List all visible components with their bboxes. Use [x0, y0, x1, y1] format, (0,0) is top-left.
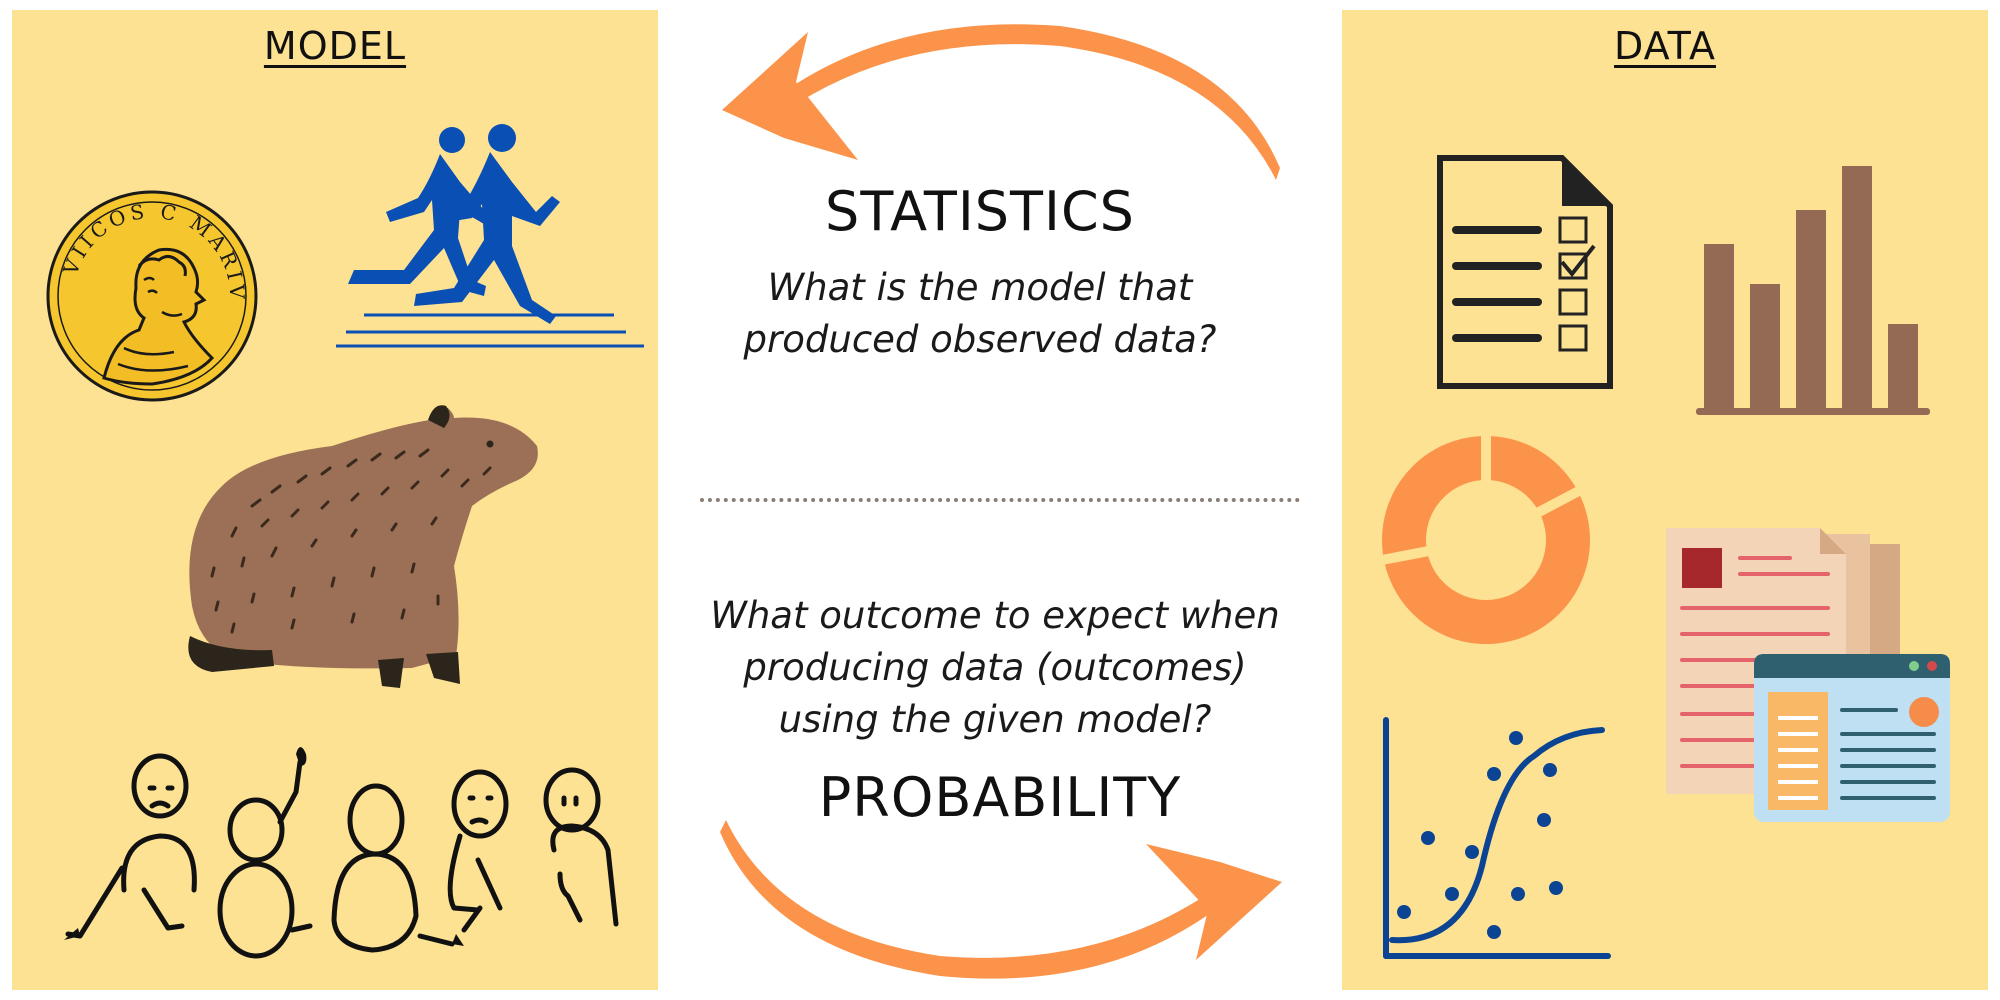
model-title: MODEL [263, 24, 407, 68]
people-group-icon [64, 747, 619, 959]
capybara-icon [188, 405, 538, 688]
data-panel: DATA [1342, 10, 1988, 990]
statistics-question-line2: produced observed data? [743, 318, 1217, 361]
runners-icon [336, 124, 644, 348]
arrow-to-data-icon [720, 820, 1282, 979]
statistics-question-line1: What is the model that [767, 266, 1193, 309]
cycle-arrows [720, 24, 1282, 979]
statistics-question: What is the model that produced observed… [660, 262, 1300, 366]
data-title: DATA [1614, 24, 1716, 68]
probability-question-line1: What outcome to expect when [710, 594, 1280, 637]
probability-question-line2: producing data (outcomes) [743, 646, 1247, 689]
donut-chart-icon [1381, 434, 1592, 644]
divider [700, 498, 1300, 502]
bar-chart-icon [1696, 166, 1930, 415]
probability-question: What outcome to expect when producing da… [660, 590, 1330, 746]
probability-heading: PROBABILITY [818, 766, 1182, 829]
scatter-plot-icon [1383, 717, 1611, 959]
arrow-to-model-icon [722, 24, 1280, 180]
statistics-heading: STATISTICS [825, 180, 1135, 243]
probability-question-line3: using the given model? [778, 698, 1212, 741]
browser-window-icon [1754, 654, 1950, 822]
checklist-document-icon [1437, 155, 1613, 389]
